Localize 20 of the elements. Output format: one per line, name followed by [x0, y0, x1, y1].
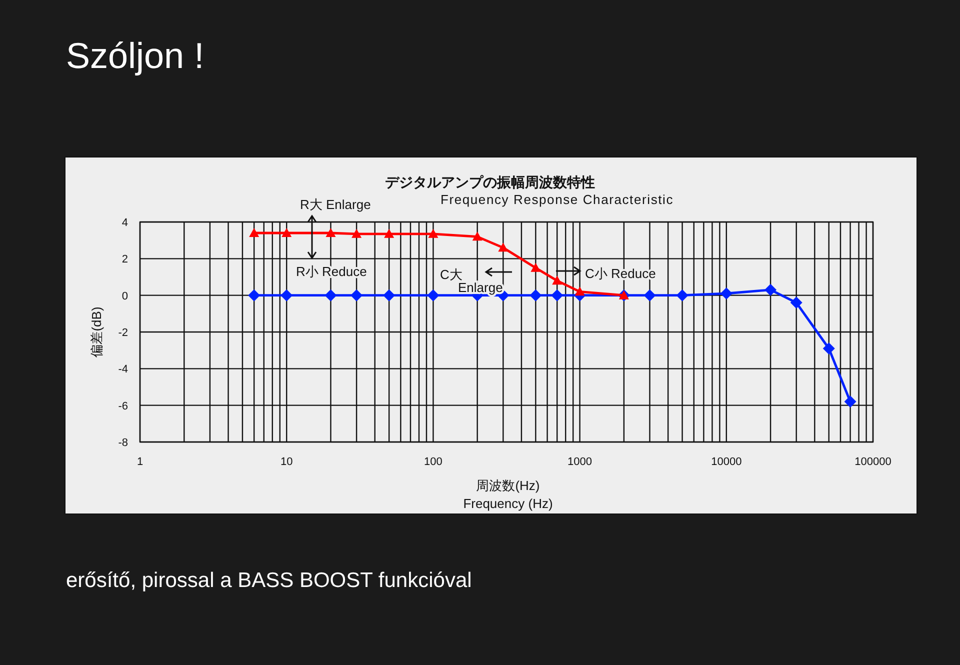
x-tick-label: 1000 [568, 456, 592, 468]
y-tick-label: -4 [118, 364, 128, 376]
y-tick-label: 0 [122, 290, 128, 302]
y-tick-label: -2 [118, 327, 128, 339]
x-tick-label: 1 [136, 456, 144, 468]
text: R大 Enlarge [300, 197, 371, 212]
x-tick-label: 10000 [711, 456, 742, 468]
x-tick-label: 100 [424, 456, 442, 468]
chart-title: デジタルアンプの振幅周波数特性 [385, 174, 595, 190]
x-tick-label: 100000 [854, 456, 892, 468]
x-axis-title: 周波数(Hz) Frequency (Hz) [463, 478, 553, 511]
text: Szóljon ! [66, 35, 204, 76]
y-tick-label: 4 [122, 217, 128, 229]
text: erősítő, pirossal a BASS BOOST funkcióval [66, 569, 472, 592]
y-tick-label: 2 [122, 254, 128, 266]
y-tick-label: -8 [118, 437, 128, 449]
y-axis-title: 偏差(dB) [89, 306, 104, 358]
chart-subtitle: Frequency Response Characteristic [440, 192, 674, 207]
x-tick-label: 10 [280, 456, 293, 468]
y-tick-label: -6 [118, 400, 128, 412]
